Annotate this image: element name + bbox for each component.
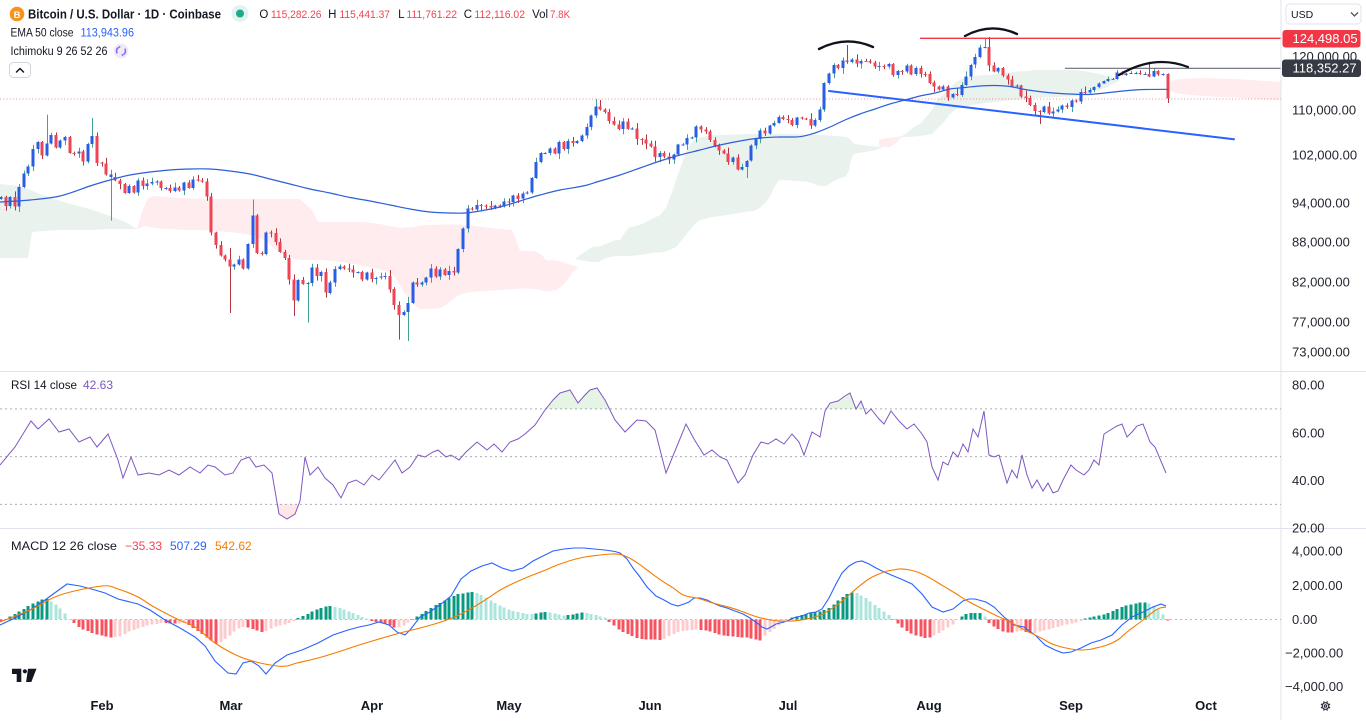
svg-text:Bitcoin / U.S. Dollar · 1D · C: Bitcoin / U.S. Dollar · 1D · Coinbase <box>28 7 221 21</box>
svg-text:EMA 50 close: EMA 50 close <box>11 28 74 40</box>
svg-text:Sep: Sep <box>1059 698 1083 713</box>
svg-text:−4,000.00: −4,000.00 <box>1285 679 1343 694</box>
svg-text:Feb: Feb <box>90 698 113 713</box>
svg-text:77,000.00: 77,000.00 <box>1292 315 1350 330</box>
svg-text:20.00: 20.00 <box>1292 521 1325 536</box>
svg-text:4,000.00: 4,000.00 <box>1292 544 1343 559</box>
svg-text:115,441.37: 115,441.37 <box>340 9 391 21</box>
svg-text:7.8K: 7.8K <box>550 9 571 21</box>
svg-text:110,000.00: 110,000.00 <box>1292 103 1356 118</box>
svg-text:124,498.05: 124,498.05 <box>1293 31 1358 46</box>
svg-text:B: B <box>14 10 21 21</box>
svg-text:118,352.27: 118,352.27 <box>1293 61 1357 76</box>
svg-text:113,943.96: 113,943.96 <box>81 28 135 40</box>
svg-text:115,282.26: 115,282.26 <box>271 9 322 21</box>
svg-text:60.00: 60.00 <box>1292 426 1325 441</box>
svg-text:−35.33: −35.33 <box>125 539 162 553</box>
svg-text:Vol: Vol <box>532 9 548 21</box>
svg-text:542.62: 542.62 <box>215 539 252 553</box>
svg-text:O: O <box>259 9 268 21</box>
svg-text:80.00: 80.00 <box>1292 378 1325 393</box>
svg-text:Apr: Apr <box>361 698 383 713</box>
svg-text:94,000.00: 94,000.00 <box>1292 196 1350 211</box>
svg-text:Jul: Jul <box>779 698 798 713</box>
svg-text:MACD 12 26 close: MACD 12 26 close <box>11 539 117 553</box>
svg-text:73,000.00: 73,000.00 <box>1292 345 1350 360</box>
svg-text:Jun: Jun <box>638 698 661 713</box>
svg-text:88,000.00: 88,000.00 <box>1292 235 1350 250</box>
svg-text:111,761.22: 111,761.22 <box>407 9 458 21</box>
svg-text:112,116.02: 112,116.02 <box>475 9 526 21</box>
svg-text:H: H <box>328 9 336 21</box>
svg-text:42.63: 42.63 <box>83 378 113 392</box>
svg-text:−2,000.00: −2,000.00 <box>1285 646 1343 661</box>
svg-text:Aug: Aug <box>916 698 941 713</box>
svg-text:USD: USD <box>1291 9 1314 21</box>
svg-text:Oct: Oct <box>1195 698 1217 713</box>
svg-text:2,000.00: 2,000.00 <box>1292 578 1343 593</box>
svg-text:Ichimoku 9 26 52 26: Ichimoku 9 26 52 26 <box>11 46 108 58</box>
svg-text:RSI 14 close: RSI 14 close <box>11 378 77 392</box>
svg-text:102,000.00: 102,000.00 <box>1292 148 1357 163</box>
svg-text:L: L <box>398 9 405 21</box>
svg-text:Mar: Mar <box>219 698 242 713</box>
svg-text:C: C <box>464 9 472 21</box>
svg-text:May: May <box>496 698 522 713</box>
svg-text:507.29: 507.29 <box>170 539 207 553</box>
svg-text:40.00: 40.00 <box>1292 473 1325 488</box>
svg-text:82,000.00: 82,000.00 <box>1292 275 1350 290</box>
svg-text:0.00: 0.00 <box>1292 612 1317 627</box>
